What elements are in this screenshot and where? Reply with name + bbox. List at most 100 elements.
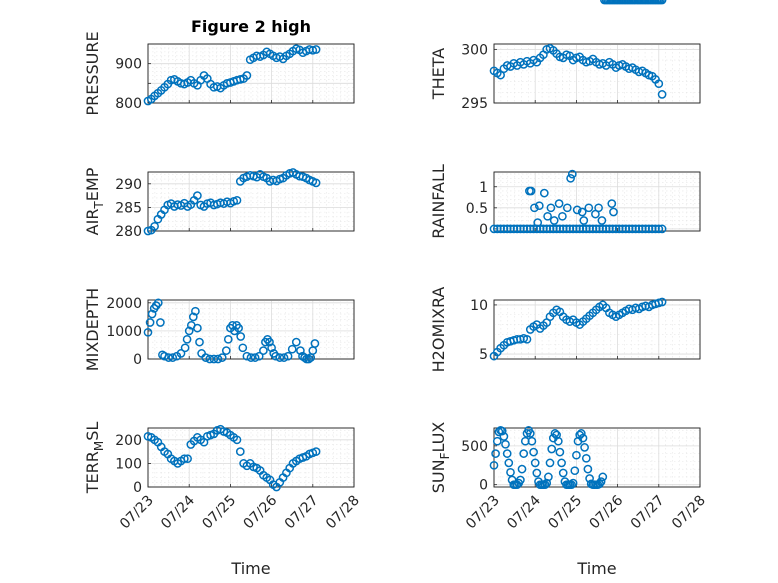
data-point bbox=[223, 334, 233, 344]
data-point bbox=[265, 337, 274, 347]
data-point bbox=[492, 436, 502, 446]
data-point bbox=[296, 346, 305, 355]
x-axis-label: Time bbox=[230, 559, 270, 578]
data-point bbox=[246, 353, 256, 362]
x-tick-label: 07/27 bbox=[282, 493, 322, 533]
subplot-air-temp: 280 285 290 AIRTEMP bbox=[83, 167, 355, 240]
subplots: 800 900 PRESSURE 295 300 THETA 280 285 290 AIRTEM… bbox=[83, 0, 709, 578]
data-point bbox=[543, 211, 552, 221]
subplot-terr-msl: 0 100 200 07/23 07/24 07/25 07/26 07/27 07/28 TER… bbox=[83, 422, 363, 578]
y-tick-label: 500 bbox=[461, 439, 488, 455]
data-point bbox=[555, 447, 565, 457]
data-point bbox=[540, 480, 550, 490]
x-tick-label: 07/25 bbox=[199, 493, 239, 533]
data-point bbox=[562, 203, 572, 213]
data-point bbox=[180, 343, 190, 353]
data-point bbox=[609, 207, 618, 217]
data-point bbox=[553, 436, 563, 446]
data-point bbox=[529, 447, 538, 457]
data-point bbox=[577, 207, 587, 217]
data-point bbox=[526, 186, 536, 196]
data-point bbox=[576, 429, 586, 438]
data-point bbox=[153, 298, 163, 308]
data-point bbox=[530, 203, 539, 213]
data-point bbox=[279, 353, 289, 362]
data-point bbox=[654, 224, 664, 234]
data-point bbox=[195, 337, 204, 347]
data-point bbox=[527, 436, 537, 446]
data-point bbox=[579, 216, 589, 225]
data-point bbox=[581, 453, 591, 463]
data-point bbox=[549, 216, 559, 225]
y-tick-label: 0 bbox=[133, 480, 142, 496]
data-point bbox=[584, 203, 594, 213]
subplot-pressure: 800 900 PRESSURE bbox=[83, 31, 355, 116]
data-point bbox=[491, 449, 500, 458]
data-point bbox=[271, 351, 281, 361]
data-point bbox=[497, 426, 507, 436]
data-point bbox=[193, 323, 202, 333]
y-tick-label: 295 bbox=[461, 96, 488, 112]
axes-frame bbox=[147, 43, 355, 104]
y-axis-label: MIXDEPTH bbox=[83, 288, 102, 371]
y-tick-label: 0 bbox=[133, 352, 142, 368]
y-tick-label: 200 bbox=[115, 433, 142, 449]
data-point bbox=[300, 353, 309, 362]
subplot-theta: 295 300 THETA bbox=[429, 42, 701, 112]
data-point bbox=[547, 444, 557, 454]
data-point bbox=[554, 199, 564, 208]
data-point bbox=[598, 472, 608, 482]
data-point bbox=[242, 351, 252, 361]
y-tick-label: 5 bbox=[479, 347, 488, 363]
data-point bbox=[156, 318, 165, 327]
data-point bbox=[311, 447, 321, 456]
data-point bbox=[232, 435, 242, 445]
data-point bbox=[567, 480, 576, 490]
data-point bbox=[283, 351, 293, 361]
data-point bbox=[236, 332, 246, 341]
x-tick-label: 07/23 bbox=[117, 493, 157, 533]
data-point bbox=[232, 195, 242, 205]
data-point bbox=[657, 297, 667, 307]
data-point bbox=[506, 467, 515, 477]
data-point bbox=[304, 354, 314, 364]
data-point bbox=[183, 454, 192, 464]
data-point bbox=[594, 203, 603, 213]
y-tick-label: 0 bbox=[479, 478, 488, 494]
data-point bbox=[522, 334, 532, 344]
data-point bbox=[205, 354, 215, 364]
data-point bbox=[572, 205, 582, 215]
y-tick-label: 2000 bbox=[106, 296, 142, 312]
data-point bbox=[572, 450, 581, 460]
data-point bbox=[533, 218, 543, 227]
y-axis-label: RAINFALL bbox=[429, 164, 448, 239]
data-point bbox=[499, 432, 509, 441]
x-tick-label: 07/28 bbox=[323, 493, 363, 533]
data-point bbox=[534, 201, 544, 211]
data-point bbox=[657, 90, 667, 99]
data-point bbox=[234, 323, 243, 333]
data-point bbox=[530, 458, 540, 468]
x-tick-label: 07/28 bbox=[669, 493, 709, 533]
y-tick-label: 10 bbox=[470, 298, 488, 314]
y-tick-label: 280 bbox=[115, 224, 142, 240]
y-tick-label: 1000 bbox=[106, 324, 142, 340]
data-point bbox=[519, 449, 529, 458]
y-tick-label: 900 bbox=[115, 57, 142, 73]
data-point bbox=[654, 79, 664, 89]
y-tick-label: 285 bbox=[115, 200, 142, 216]
data-point bbox=[311, 45, 321, 54]
data-point bbox=[502, 449, 512, 458]
data-point bbox=[209, 354, 219, 364]
data-point bbox=[545, 458, 555, 468]
data-point bbox=[544, 472, 553, 482]
data-point bbox=[311, 178, 321, 188]
data-point bbox=[221, 346, 231, 355]
data-point bbox=[147, 309, 157, 319]
subplot-rainfall: 0 0.5 1 RAINFALL bbox=[429, 164, 701, 239]
data-point bbox=[516, 475, 525, 485]
data-point bbox=[596, 477, 606, 486]
y-axis-label: AIRTEMP bbox=[83, 167, 106, 235]
